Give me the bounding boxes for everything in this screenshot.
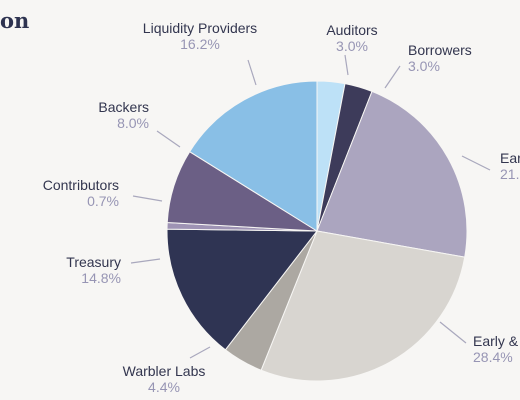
- slice-label: Contributors: [43, 177, 119, 193]
- leader-line: [130, 258, 161, 264]
- slice-label: Liquidity Providers: [143, 20, 257, 36]
- leader-line: [189, 346, 211, 359]
- leader-line: [439, 321, 467, 344]
- slice-value-label: 16.2%: [180, 36, 220, 52]
- slice-label: Treasury: [66, 254, 121, 270]
- leader-line: [461, 155, 491, 171]
- pie-slice-early: [260, 230, 466, 382]
- pie-slice-liquidity-providers: [188, 80, 318, 232]
- leader-line: [156, 130, 181, 148]
- slice-value-label: 4.4%: [148, 379, 180, 395]
- leader-line: [247, 59, 257, 86]
- pie-slice-ear: [316, 90, 468, 258]
- chart-title-fragment: on: [0, 8, 30, 33]
- slice-label: Backers: [98, 99, 149, 115]
- slice-label: Ear: [500, 150, 520, 166]
- leader-line: [344, 54, 349, 76]
- slice-label: Borrowers: [408, 42, 472, 58]
- leader-line: [384, 65, 401, 89]
- slice-value-label: 14.8%: [81, 270, 121, 286]
- leader-line: [132, 195, 163, 202]
- slice-value-label: 8.0%: [117, 115, 149, 131]
- slice-value-label: 28.4%: [473, 349, 513, 365]
- slice-label: Warbler Labs: [123, 363, 206, 379]
- slice-label: Auditors: [326, 22, 377, 38]
- pie-slice-treasury: [166, 228, 319, 351]
- slice-value-label: 0.7%: [87, 193, 119, 209]
- slice-label: Early &: [473, 333, 519, 349]
- slice-value-label: 21.: [500, 166, 519, 182]
- slice-value-label: 3.0%: [336, 38, 368, 54]
- slice-value-label: 3.0%: [408, 58, 440, 74]
